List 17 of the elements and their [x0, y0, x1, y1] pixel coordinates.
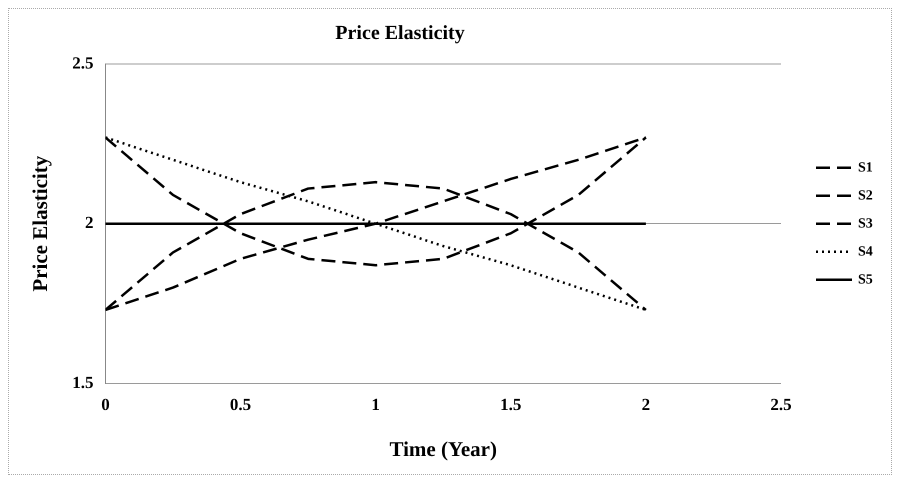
legend-label: S1 — [858, 160, 873, 176]
x-tick-label: 1 — [371, 394, 380, 414]
x-tick-label: 0 — [101, 394, 110, 414]
y-tick-label: 2 — [84, 213, 94, 232]
legend-label: S3 — [858, 216, 873, 232]
y-axis-title: Price Elasticity — [28, 155, 52, 292]
legend-label: S4 — [858, 244, 873, 260]
x-tick-label: 2.5 — [770, 394, 792, 414]
x-axis-title: Time (Year) — [389, 436, 497, 461]
legend-label: S2 — [858, 188, 873, 204]
y-tick-label: 2.5 — [72, 53, 94, 72]
x-tick-label: 1.5 — [500, 394, 522, 414]
chart-title: Price Elasticity — [335, 22, 465, 44]
y-tick-label: 1.5 — [72, 372, 94, 392]
legend-label: S5 — [858, 272, 873, 288]
x-tick-label: 2 — [642, 394, 650, 414]
x-tick-label: 0.5 — [230, 394, 252, 414]
